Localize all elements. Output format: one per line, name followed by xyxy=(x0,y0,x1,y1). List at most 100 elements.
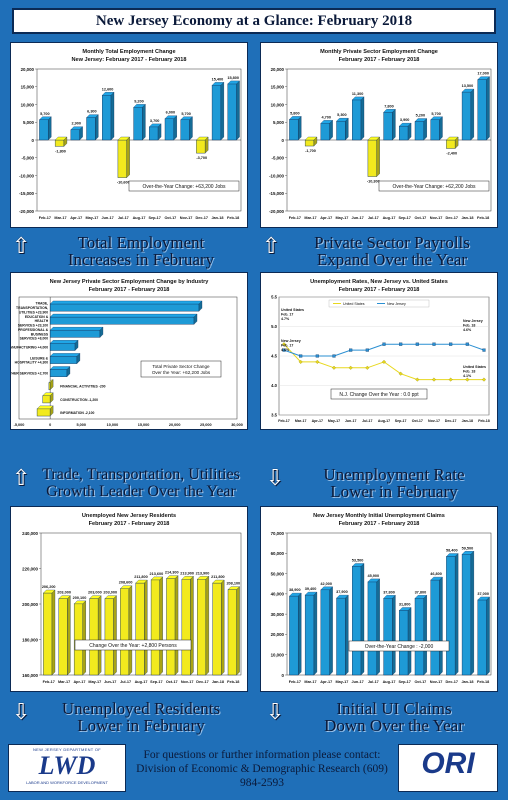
annotation-text: Total Private Sector Change xyxy=(152,364,210,369)
bar xyxy=(446,139,456,149)
bar xyxy=(49,329,101,338)
bar xyxy=(54,139,65,147)
bar-side xyxy=(236,586,240,676)
banner-line: Unemployment Rate xyxy=(323,465,465,484)
bar-side xyxy=(193,313,198,325)
bar-side xyxy=(455,553,459,676)
x-tick-label: Dec-17 xyxy=(196,216,208,220)
y-tick-label: 5,000 xyxy=(23,120,35,125)
data-label: 211,800 xyxy=(211,575,225,579)
bar-side xyxy=(298,116,302,141)
data-point xyxy=(315,359,320,364)
bar-top xyxy=(49,300,203,305)
y-tick-label: 50,000 xyxy=(271,571,285,576)
data-label: 3,700 xyxy=(150,119,160,123)
y-tick-label: 220,000 xyxy=(22,566,38,571)
annotation-text: Over the Year: +62,200 Jobs xyxy=(152,370,211,375)
bar xyxy=(86,117,96,141)
category-label: PROFESSIONAL & xyxy=(18,328,49,332)
data-point xyxy=(431,377,437,382)
x-tick-label: May-17 xyxy=(88,680,101,684)
x-tick-label: 15,000 xyxy=(138,423,150,427)
x-tick-label: Jul-17 xyxy=(368,216,379,220)
bar-side xyxy=(98,595,102,676)
bar-side xyxy=(74,339,79,351)
x-tick-label: Nov-17 xyxy=(428,419,440,423)
up-arrow-icon: ⇧ xyxy=(12,466,31,491)
data-point xyxy=(482,348,486,352)
bar-side xyxy=(313,136,318,147)
category-label: TRADE, xyxy=(36,302,49,306)
banner-line: Expand Over the Year xyxy=(316,250,468,269)
data-label: 6,000 xyxy=(166,111,176,115)
bar xyxy=(289,595,299,676)
chart-subtitle: February 2017 - February 2018 xyxy=(339,57,420,63)
banner-private-sector: Private Sector Payrolls Expand Over the … xyxy=(284,234,500,268)
annotation-text: Over-the-Year Change: +62,200 Jobs xyxy=(392,184,476,190)
x-tick-label: Jun-17 xyxy=(345,419,357,423)
x-tick-label: Mar-17 xyxy=(54,216,66,220)
annotation-text: Change Over the Year: +2,800 Persons xyxy=(89,643,177,649)
data-label: -2,400 xyxy=(446,152,457,156)
x-tick-label: 0 xyxy=(49,423,51,427)
x-tick-label: Jul-17 xyxy=(368,680,379,684)
total-employment-chart: Monthly Total Employment Change New Jerse… xyxy=(10,42,248,228)
category-label: LEISURE & xyxy=(30,356,49,360)
x-tick-label: Nov-17 xyxy=(181,680,194,684)
data-label: 200,100 xyxy=(73,596,87,600)
callout-text: New Jersey xyxy=(281,339,301,343)
data-label: -1,700 xyxy=(305,149,316,153)
callout-text: Feb. 18 xyxy=(463,324,475,328)
bar-side xyxy=(313,591,318,676)
data-label: -1,800 xyxy=(55,149,66,153)
data-point xyxy=(465,342,469,346)
data-label: 203,000 xyxy=(57,591,71,595)
bar-side xyxy=(95,114,99,141)
chart-subtitle: New Jersey: February 2017 - February 201… xyxy=(71,57,186,63)
bar-side xyxy=(144,579,148,676)
unemployed-residents-svg: Unemployed New Jersey Residents February … xyxy=(22,513,242,684)
chart-title: Unemployed New Jersey Residents xyxy=(82,513,176,519)
bar-side xyxy=(236,80,240,141)
data-label: 6,300 xyxy=(87,110,97,114)
bar-side xyxy=(221,579,225,676)
x-tick-label: Oct-17 xyxy=(414,216,426,220)
data-label: 4,700 xyxy=(321,115,331,119)
data-label: 208,600 xyxy=(119,581,133,585)
banner-unemployed-residents: Unemployed Residents Lower in February xyxy=(36,700,246,734)
bar xyxy=(49,356,78,364)
bar-side xyxy=(63,136,68,147)
y-tick-label: -20,000 xyxy=(19,209,34,214)
y-tick-label: -20,000 xyxy=(269,209,284,214)
data-point xyxy=(281,342,287,347)
data-label: 211,800 xyxy=(134,575,148,579)
bar xyxy=(227,589,237,676)
data-label: 5,700 xyxy=(431,112,441,116)
x-tick-label: Nov-17 xyxy=(430,216,443,220)
bar-side xyxy=(128,585,133,676)
chart-title: Unemployment Rates, New Jersey vs. Unite… xyxy=(310,279,448,285)
up-arrow-icon: ⇧ xyxy=(12,234,31,259)
bar-top xyxy=(49,327,104,331)
x-tick-label: Jul-17 xyxy=(362,419,372,423)
bar xyxy=(304,594,315,676)
banner-total-employment: Total Employment Increases in February xyxy=(36,234,246,268)
x-tick-label: Sep-17 xyxy=(395,419,407,423)
x-tick-label: Jan-18 xyxy=(461,680,473,684)
data-label: -3,700 xyxy=(196,156,207,160)
data-label: 2,900 xyxy=(71,122,81,126)
y-tick-label: -15,000 xyxy=(269,191,284,196)
bar-side xyxy=(174,575,179,676)
contact-info: For questions or further information ple… xyxy=(130,748,394,790)
y-tick-label: 180,000 xyxy=(22,637,38,642)
bar-top xyxy=(49,366,71,370)
x-tick-label: Sep-17 xyxy=(148,216,160,220)
bar-side xyxy=(360,563,365,676)
banner-line: Lower in February xyxy=(330,482,458,501)
x-tick-label: Oct-17 xyxy=(412,419,423,423)
x-tick-label: Jan-18 xyxy=(212,680,224,684)
bar-side xyxy=(67,595,71,676)
bar xyxy=(120,588,130,676)
bar-side xyxy=(51,589,56,676)
annotation-box xyxy=(74,639,192,651)
